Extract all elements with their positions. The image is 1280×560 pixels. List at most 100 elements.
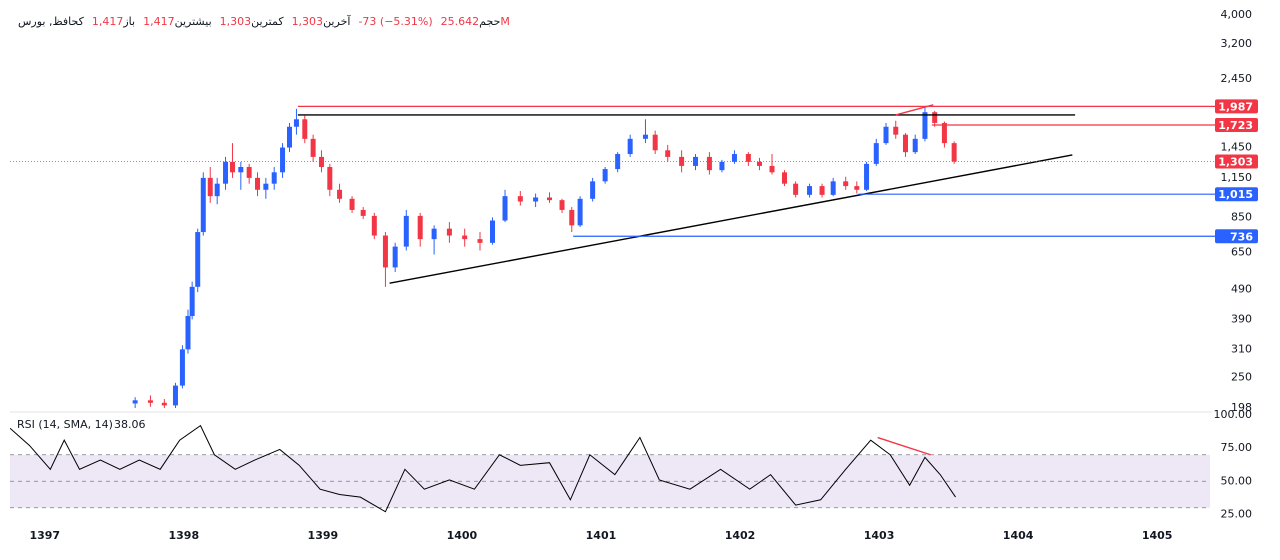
candle-body (446, 228, 452, 236)
x-tick-label: 1400 (447, 529, 478, 542)
candle-body (706, 156, 712, 171)
y-tick-label: 310 (1231, 342, 1252, 355)
candle-body (392, 246, 398, 268)
candle-body (941, 122, 947, 144)
candle-body (172, 385, 178, 406)
candle-body (161, 402, 167, 406)
field: باز1,417 (92, 15, 135, 28)
y-tick-label: 2,450 (1221, 72, 1253, 85)
candle-body (280, 147, 286, 173)
y-tick-label: 100.00 (1214, 408, 1253, 421)
candle-body (360, 209, 366, 216)
candle-body (569, 209, 575, 226)
symbol: کحافظ, بورس (18, 15, 84, 28)
candle-body (719, 161, 725, 171)
field-value: 25.642M (440, 15, 510, 28)
header: کحافظ, بورس باز1,417 بیشترین1,417 کمترین1,… (18, 15, 510, 28)
candle-body (902, 134, 908, 153)
field-label: حجم (479, 15, 501, 28)
candle-body (807, 186, 813, 195)
candle-body (337, 189, 343, 199)
candle-body (293, 119, 299, 127)
rsi-line (10, 424, 956, 513)
candle-body (417, 215, 423, 240)
candle-body (185, 316, 191, 350)
x-tick-label: 1402 (725, 529, 756, 542)
candle-body (431, 228, 437, 240)
trend-line (877, 436, 931, 456)
candle-body (932, 112, 938, 123)
field-label: باز (123, 15, 136, 28)
field-value: 1,303 (291, 15, 324, 28)
field-value: 1,417 (143, 15, 175, 28)
candle-body (490, 220, 496, 243)
field-label: آخرین (323, 15, 351, 28)
candle-body (502, 196, 508, 221)
pane (132, 104, 1076, 409)
candle-body (819, 186, 825, 195)
candle-body (830, 181, 836, 195)
rsi-last: 38.06 (114, 418, 146, 431)
trend-line (389, 154, 1073, 284)
candle-body (179, 349, 185, 386)
candle-body (922, 112, 928, 139)
level-label: 1,987 (1218, 100, 1253, 113)
candle-body (642, 134, 648, 139)
y-tick-label: 850 (1231, 210, 1252, 223)
y-tick-label: 1,150 (1221, 171, 1253, 184)
candle-body (782, 172, 788, 184)
candle-body (843, 181, 849, 187)
candle-body (951, 143, 957, 162)
candle-body (286, 126, 292, 148)
candle-body (731, 154, 737, 162)
candle-body (255, 177, 261, 190)
candle-body (893, 126, 899, 135)
field: آخرین1,303 (292, 15, 351, 28)
y-tick-label: 390 (1231, 312, 1252, 325)
candle-body (745, 154, 751, 162)
y-tick-label: 50.00 (1221, 474, 1253, 487)
candle-body (462, 235, 468, 240)
y-tick-label: 25.00 (1221, 507, 1253, 520)
x-tick-label: 1398 (168, 529, 199, 542)
candle-body (147, 400, 153, 403)
candle-body (207, 177, 213, 197)
candle-body (602, 169, 608, 182)
candle-body (200, 177, 206, 233)
candle-body (229, 161, 235, 173)
candle-body (533, 197, 539, 202)
candle-body (246, 166, 252, 178)
candle-body (627, 138, 633, 155)
y-tick-label: 198 (1231, 401, 1252, 414)
candle-body (864, 163, 870, 190)
level-label: 736 (1230, 230, 1253, 243)
x-tick-label: 1397 (29, 529, 60, 542)
x-tick-label: 1405 (1142, 529, 1173, 542)
candle-body (214, 183, 220, 197)
y-tick-label: 3,200 (1221, 37, 1253, 50)
pane (10, 424, 1210, 513)
y-tick-label: 650 (1231, 246, 1252, 259)
candle-body (577, 198, 583, 226)
field-value: -73 (−5.31%) (358, 15, 433, 28)
candle-body (652, 134, 658, 151)
candle-body (132, 400, 138, 404)
candle-body (679, 156, 685, 166)
candle-body (912, 138, 918, 153)
candle-body (349, 198, 355, 210)
candle-body (189, 286, 195, 317)
candle-body (756, 161, 762, 166)
candle-body (559, 200, 565, 210)
field: کمترین1,303 (220, 15, 284, 28)
candle-body (793, 183, 799, 195)
y-tick-label: 490 (1231, 282, 1252, 295)
field-value: 1,417 (91, 15, 124, 28)
level-tag (1215, 99, 1258, 114)
candle-body (615, 154, 621, 170)
x-tick-label: 1404 (1003, 529, 1034, 542)
x-tick-label: 1401 (586, 529, 617, 542)
candle-body (547, 197, 553, 201)
candle-body (769, 165, 775, 173)
candle-body (318, 156, 324, 167)
